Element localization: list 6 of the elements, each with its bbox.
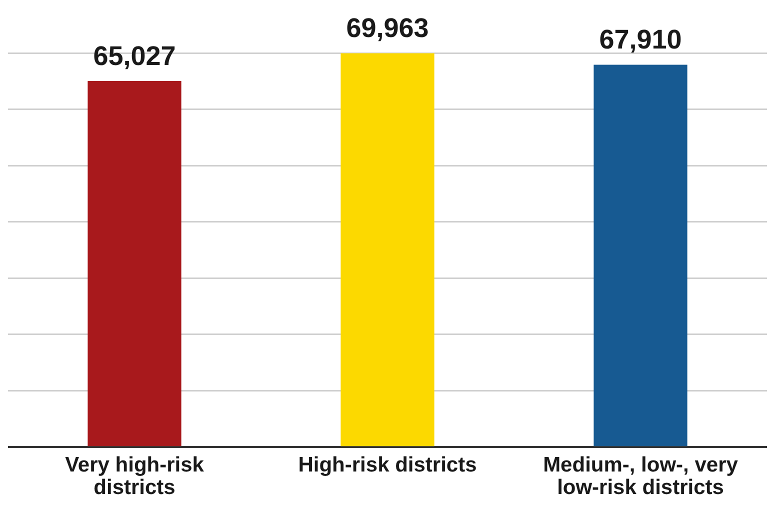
data-label: 67,910 [599,24,682,55]
data-label: 65,027 [93,40,176,71]
x-tick-label: High-risk districts [298,454,477,477]
data-label: 69,963 [346,13,429,44]
x-tick-label: Very high-risk districts [65,454,204,499]
x-tick-label: Medium-, low-, very low-risk districts [543,454,738,499]
